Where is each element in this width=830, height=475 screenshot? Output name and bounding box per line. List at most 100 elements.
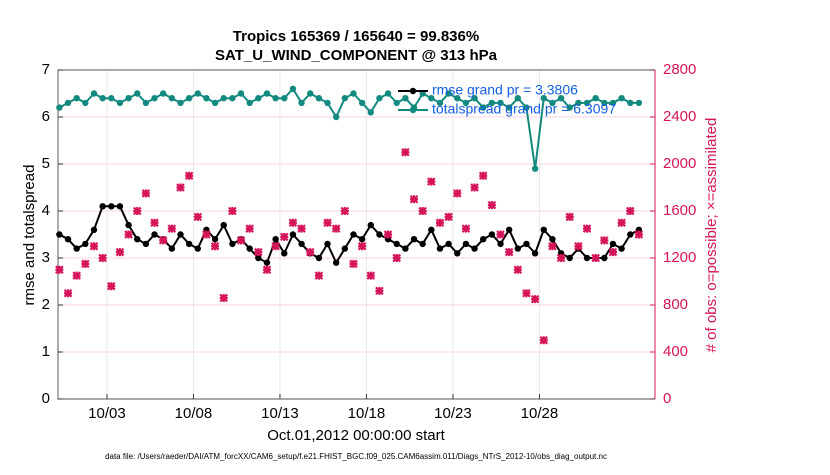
- data-point: [255, 254, 262, 262]
- assimilated-marker: [530, 294, 540, 304]
- data-point: [601, 254, 608, 262]
- data-point: [531, 165, 539, 172]
- assimilated-marker: [461, 224, 471, 233]
- data-point: [635, 99, 643, 107]
- data-point: [263, 90, 271, 97]
- assimilated-marker: [236, 236, 246, 245]
- assimilated-marker: [210, 241, 220, 251]
- assimilated-marker: [617, 218, 626, 228]
- y-tick-label: 7: [42, 61, 50, 78]
- data-point: [194, 90, 201, 97]
- assimilated-marker: [63, 288, 73, 298]
- data-point: [540, 226, 547, 233]
- data-point: [108, 95, 115, 102]
- assimilated-marker: [357, 241, 367, 251]
- y2-tick-label: 1600: [663, 202, 696, 219]
- data-point: [592, 95, 599, 102]
- data-point: [402, 95, 409, 102]
- data-point: [488, 99, 496, 107]
- assimilated-marker: [228, 206, 237, 216]
- y-tick-label: 4: [42, 202, 50, 219]
- assimilated-marker: [245, 224, 254, 233]
- data-point: [462, 240, 470, 248]
- data-point: [445, 240, 452, 248]
- data-point: [367, 221, 374, 229]
- data-point: [220, 221, 227, 229]
- data-point: [99, 95, 106, 102]
- x-tick-label: 10/23: [434, 405, 472, 422]
- data-point: [73, 95, 80, 102]
- assimilated-marker: [193, 212, 203, 222]
- assimilated-marker: [504, 247, 514, 257]
- data-point: [480, 236, 487, 243]
- assimilated-marker: [582, 224, 592, 233]
- data-point: [618, 95, 625, 102]
- assimilated-marker: [271, 241, 280, 251]
- data-point: [436, 245, 444, 252]
- data-point: [367, 109, 374, 116]
- y-tick-label: 5: [42, 155, 50, 172]
- data-point: [505, 226, 513, 233]
- data-point: [583, 254, 591, 262]
- y-tick-label: 6: [42, 108, 50, 125]
- data-point: [142, 99, 150, 107]
- data-point: [168, 95, 176, 102]
- data-point: [376, 95, 383, 102]
- assimilated-marker: [305, 247, 315, 257]
- y-tick-label: 1: [42, 343, 50, 360]
- data-point: [90, 90, 98, 97]
- assimilated-marker: [409, 194, 419, 204]
- data-point: [82, 240, 89, 248]
- data-point: [384, 90, 392, 97]
- assimilated-marker: [478, 171, 488, 181]
- data-point: [281, 250, 288, 257]
- data-point: [211, 99, 219, 107]
- data-point: [549, 99, 556, 107]
- data-point: [514, 95, 522, 102]
- data-point: [436, 99, 444, 107]
- legend-label: rmse grand pr = 3.3806: [432, 82, 578, 98]
- data-point: [246, 99, 253, 107]
- assimilated-marker: [124, 230, 133, 239]
- data-point: [609, 99, 617, 107]
- data-point: [402, 245, 409, 252]
- data-point: [177, 99, 184, 107]
- data-point: [428, 226, 435, 233]
- data-point: [159, 90, 167, 97]
- assimilated-marker: [150, 218, 159, 228]
- data-point: [497, 99, 504, 107]
- data-point: [56, 231, 63, 238]
- assimilated-marker: [219, 293, 229, 303]
- y2-tick-label: 2000: [663, 155, 696, 172]
- assimilated-marker: [254, 247, 263, 257]
- assimilated-marker: [331, 224, 341, 233]
- legend-marker: [409, 106, 417, 114]
- data-point: [82, 99, 89, 107]
- data-point: [64, 236, 72, 243]
- data-point: [480, 104, 487, 111]
- assimilated-marker: [375, 286, 384, 296]
- assimilated-marker: [418, 206, 427, 216]
- y-axis-label: rmse and totalspread: [21, 165, 38, 306]
- data-point: [134, 236, 141, 243]
- data-point: [99, 203, 106, 210]
- assimilated-marker: [435, 218, 445, 228]
- data-point: [116, 99, 124, 107]
- data-point: [229, 95, 236, 102]
- legend-marker: [409, 87, 417, 95]
- data-point: [505, 104, 513, 111]
- assimilated-marker: [539, 335, 549, 345]
- assimilated-marker: [574, 241, 583, 251]
- assimilated-marker: [323, 218, 332, 228]
- data-point: [64, 99, 72, 107]
- assimilated-marker: [349, 259, 358, 269]
- assimilated-marker: [600, 236, 609, 245]
- data-point: [229, 240, 236, 248]
- assimilated-marker: [141, 189, 151, 198]
- data-point: [566, 104, 573, 111]
- assimilated-marker: [383, 230, 393, 239]
- data-point: [263, 259, 271, 266]
- data-point: [151, 95, 158, 102]
- data-point: [341, 245, 349, 252]
